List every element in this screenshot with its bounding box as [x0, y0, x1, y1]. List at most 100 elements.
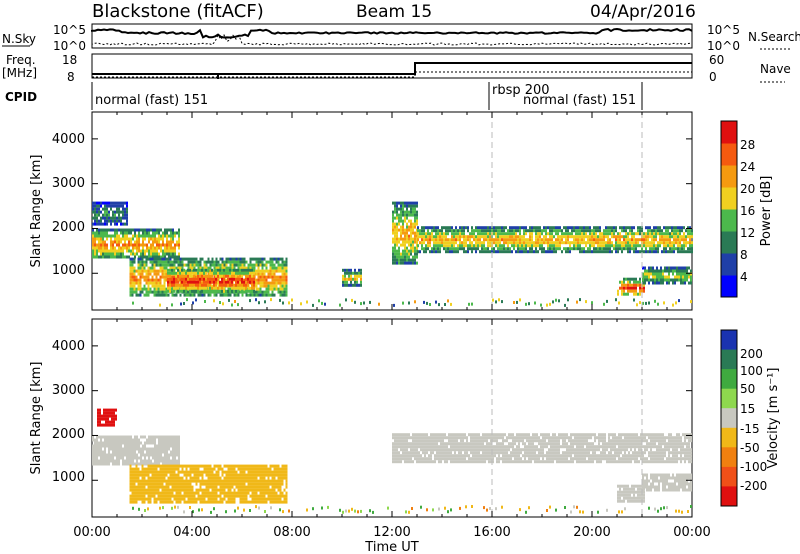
power-cell	[617, 235, 619, 239]
power-cell	[449, 226, 451, 230]
power-cell	[408, 243, 410, 247]
velocity-cell	[438, 454, 440, 458]
power-cell	[483, 235, 485, 239]
power-cell	[136, 249, 138, 253]
power-cell	[178, 255, 180, 259]
power-cell	[656, 281, 658, 285]
velocity-cell	[174, 441, 176, 445]
power-cell	[237, 289, 239, 293]
power-cell	[176, 243, 178, 247]
velocity-cell	[231, 479, 234, 483]
power-cell	[245, 266, 248, 270]
velocity-cell	[267, 485, 270, 489]
power-cell	[283, 275, 286, 279]
velocity-cell	[213, 476, 216, 480]
velocity-cell	[424, 433, 426, 437]
power-cell	[658, 275, 660, 279]
velocity-cell	[168, 444, 170, 448]
velocity-cell	[158, 435, 160, 439]
velocity-cell	[424, 448, 426, 452]
velocity-cell	[185, 500, 188, 504]
power-cell	[253, 277, 255, 281]
power-cell	[581, 226, 583, 230]
velocity-cell	[139, 488, 142, 492]
power-cell	[193, 293, 196, 297]
beam-label: Beam 15	[356, 2, 432, 22]
velocity-cell	[165, 485, 168, 489]
velocity-cell	[426, 442, 428, 446]
power-cell	[507, 247, 509, 251]
power-cell	[642, 275, 644, 279]
velocity-cell	[143, 473, 146, 477]
power-cell	[553, 241, 555, 245]
power-cell	[92, 246, 94, 250]
velocity-cell	[223, 497, 226, 501]
power-cell	[499, 235, 501, 239]
power-cell	[515, 232, 517, 236]
velocity-cell	[191, 494, 194, 498]
velocity-cell	[174, 435, 176, 439]
power-cell	[394, 243, 396, 247]
power-cell	[148, 228, 150, 232]
power-cell	[239, 286, 241, 290]
velocity-cell	[189, 494, 192, 498]
velocity-cell	[191, 470, 194, 474]
velocity-cell	[239, 482, 242, 486]
power-cell	[346, 268, 348, 272]
power-cell	[187, 271, 189, 275]
power-cell	[457, 238, 459, 242]
power-cell	[667, 238, 669, 242]
power-cell	[557, 244, 559, 248]
power-cell	[639, 283, 641, 287]
power-cell	[396, 213, 398, 217]
power-cell	[159, 257, 162, 261]
velocity-cell	[131, 476, 134, 480]
power-cell	[615, 244, 617, 248]
velocity-cell	[153, 482, 156, 486]
power-cell	[679, 241, 681, 245]
velocity-cell	[273, 491, 276, 495]
velocity-cell	[149, 482, 152, 486]
power-cell	[475, 247, 477, 251]
velocity-cell	[414, 457, 416, 461]
power-cell	[217, 284, 220, 288]
power-cell	[146, 255, 148, 259]
power-cell	[114, 249, 116, 253]
power-cell	[227, 277, 229, 281]
velocity-cell	[109, 408, 111, 412]
velocity-cell	[265, 491, 268, 495]
velocity-cell	[257, 494, 260, 498]
power-cell	[189, 263, 192, 267]
power-cell	[686, 278, 688, 282]
power-cell	[595, 232, 597, 236]
power-cell	[557, 232, 559, 236]
power-cell	[166, 237, 168, 241]
power-cell	[473, 247, 475, 251]
velocity-cell	[239, 485, 242, 489]
power-cell	[217, 289, 219, 293]
power-cell	[439, 241, 441, 245]
velocity-cell	[241, 467, 244, 471]
velocity-cell	[283, 476, 286, 480]
power-cell	[205, 266, 208, 270]
power-cell	[172, 249, 174, 253]
power-cell	[400, 219, 402, 223]
velocity-cell	[245, 485, 248, 489]
velocity-cell	[158, 438, 160, 442]
power-cell	[108, 216, 110, 220]
power-cell	[666, 269, 668, 273]
power-cell	[629, 226, 631, 230]
power-cell	[116, 255, 118, 259]
power-cell	[344, 283, 346, 287]
power-cell	[150, 249, 152, 253]
power-cell	[139, 269, 142, 273]
power-cell	[205, 271, 207, 275]
power-cell	[639, 226, 641, 230]
power-cell	[241, 280, 243, 284]
power-cell	[545, 238, 547, 242]
power-cell	[547, 244, 549, 248]
power-cell	[271, 290, 274, 294]
power-cell	[539, 232, 541, 236]
power-cell	[112, 201, 114, 205]
velocity-cell	[161, 476, 164, 480]
